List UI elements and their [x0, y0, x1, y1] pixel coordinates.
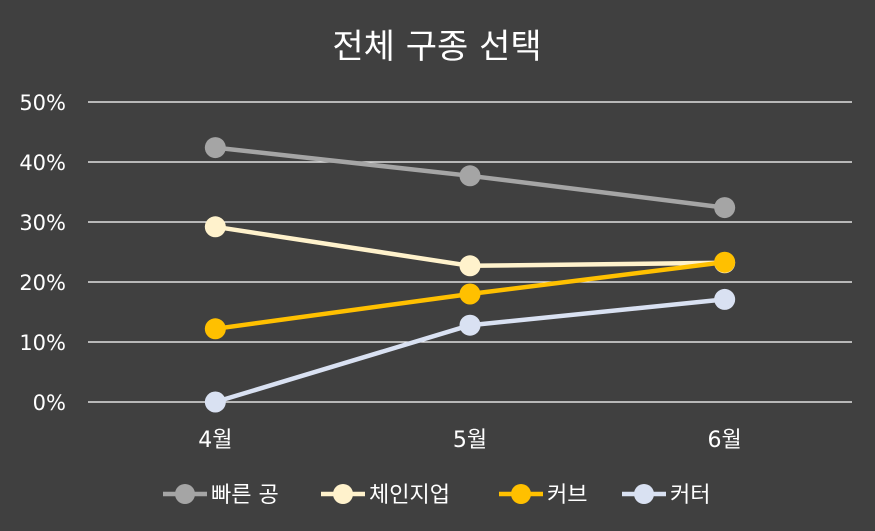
y-tick-label: 40%	[19, 151, 66, 175]
data-point	[459, 314, 481, 336]
x-tick-label: 5월	[453, 428, 487, 453]
data-point	[459, 255, 481, 277]
data-point	[204, 137, 226, 159]
data-point	[459, 283, 481, 305]
legend-label: 커터	[670, 483, 710, 508]
series-4	[204, 288, 736, 413]
legend-item: 빠른 공	[163, 483, 279, 508]
data-point	[714, 251, 736, 273]
series-group	[204, 137, 736, 413]
x-tick-label: 6월	[708, 428, 742, 453]
gridlines	[88, 101, 852, 403]
data-point	[204, 216, 226, 238]
legend-marker	[634, 484, 654, 504]
y-tick-label: 20%	[19, 271, 66, 295]
x-axis-ticks: 4월 5월 6월	[198, 428, 742, 453]
legend-marker	[511, 484, 531, 504]
data-point	[204, 318, 226, 340]
data-point	[204, 391, 226, 413]
legend-label: 커브	[547, 483, 587, 508]
series-3	[204, 251, 736, 340]
legend-marker	[175, 484, 195, 504]
series-2	[204, 216, 736, 277]
y-tick-label: 30%	[19, 211, 66, 235]
legend-item: 커터	[622, 483, 710, 508]
legend: 빠른 공 체인지업 커브 커터	[163, 483, 710, 508]
series-1	[204, 137, 736, 219]
legend-label: 체인지업	[369, 483, 450, 508]
data-point	[714, 197, 736, 219]
legend-label: 빠른 공	[211, 483, 279, 508]
y-tick-label: 50%	[19, 91, 66, 115]
y-tick-label: 0%	[33, 391, 66, 415]
data-point	[714, 288, 736, 310]
x-tick-label: 4월	[198, 428, 232, 453]
chart-title: 전체 구종 선택	[332, 27, 541, 67]
legend-item: 커브	[499, 483, 587, 508]
y-axis-ticks: 0% 10% 20% 30% 40% 50%	[19, 91, 66, 415]
data-point	[459, 165, 481, 187]
legend-item: 체인지업	[321, 483, 450, 508]
legend-marker	[333, 484, 353, 504]
y-tick-label: 10%	[19, 331, 66, 355]
